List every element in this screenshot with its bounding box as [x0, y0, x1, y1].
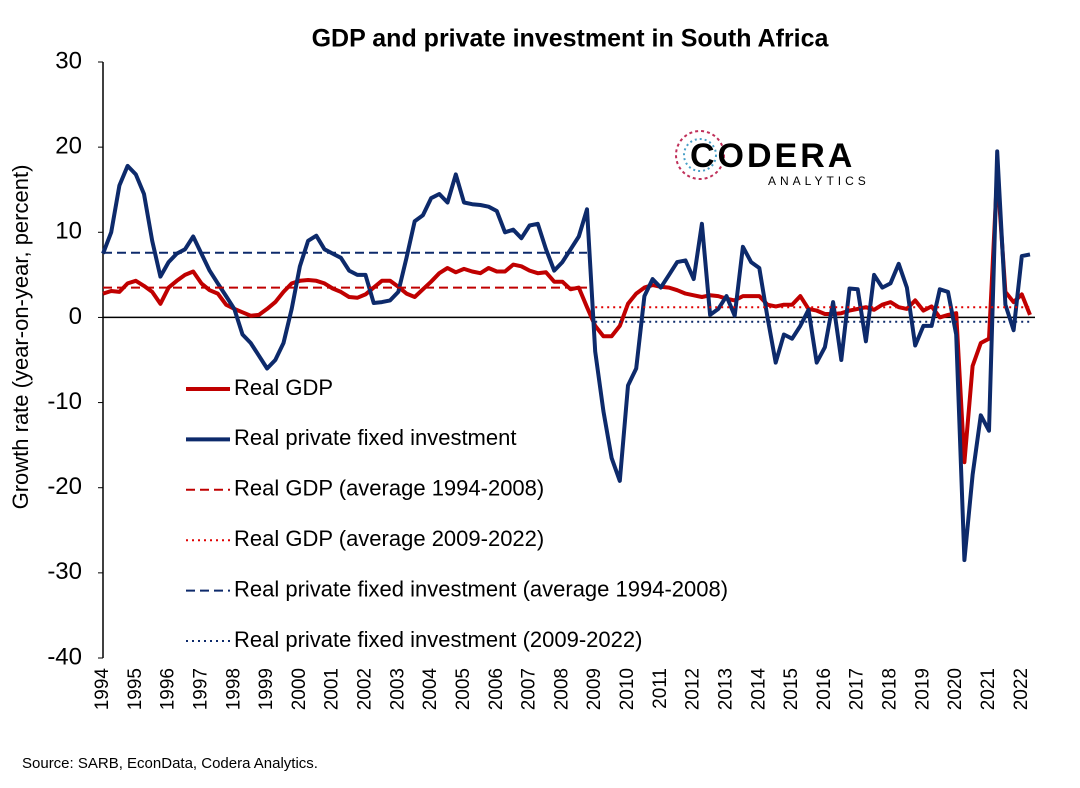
y-tick-label: 20: [55, 132, 82, 159]
x-tick-label: 2011: [650, 668, 671, 709]
series-line: [101, 149, 1031, 563]
logo: CODERA ANALYTICS: [675, 130, 870, 188]
legend-label: Real private fixed investment (average 1…: [234, 576, 728, 601]
source-note: Source: SARB, EconData, Codera Analytics…: [22, 755, 318, 772]
legend-label: Real private fixed investment: [234, 425, 516, 450]
logo-tagline: ANALYTICS: [768, 174, 870, 188]
x-tick-label: 2017: [847, 668, 868, 710]
x-tick-label: 1997: [190, 668, 211, 710]
logo-mark: [683, 138, 717, 172]
x-tick-label: 2021: [978, 668, 999, 710]
x-tick-label: 2022: [1011, 668, 1032, 710]
y-tick-label: -20: [47, 473, 82, 500]
x-tick-label: 2015: [781, 668, 802, 710]
x-tick-label: 2019: [912, 668, 933, 710]
x-tick-label: 2008: [551, 668, 572, 710]
x-tick-label: 2005: [453, 668, 474, 710]
x-tick-label: 2000: [289, 668, 310, 710]
x-tick-label: 2003: [387, 668, 408, 710]
series-line: [102, 170, 1032, 465]
y-tick-label: -10: [47, 388, 82, 415]
x-tick-label: 2001: [322, 668, 343, 710]
y-tick-label: 30: [55, 47, 82, 74]
y-tick-label: 10: [55, 218, 82, 245]
legend: Real GDP Real private fixed investment Rea…: [186, 375, 728, 652]
x-tick-label: 1998: [223, 668, 244, 710]
x-tick-label: 2016: [814, 668, 835, 710]
x-tick-label: 1995: [125, 668, 146, 710]
x-tick-label: 2014: [748, 668, 769, 711]
x-tick-label: 1994: [92, 668, 113, 711]
x-tick-label: 2009: [584, 668, 605, 710]
logo-mark: [675, 130, 725, 180]
legend-label: Real GDP (average 1994-2008): [234, 476, 544, 501]
x-tick-label: 2002: [355, 668, 376, 710]
legend-label: Real GDP (average 2009-2022): [234, 526, 544, 551]
x-tick-label: 1999: [256, 668, 277, 710]
x-tick-label: 2004: [420, 668, 441, 711]
x-tick-label: 2010: [617, 668, 638, 710]
chart-title: GDP and private investment in South Afri…: [312, 25, 830, 53]
x-tick-label: 2013: [715, 668, 736, 710]
legend-label: Real private fixed investment (2009-2022…: [234, 627, 642, 652]
x-tick-label: 2020: [945, 668, 966, 710]
y-tick-label: 0: [69, 303, 82, 330]
x-tick-label: 2012: [683, 668, 704, 710]
x-tick-label: 2018: [880, 668, 901, 710]
x-tick-label: 1996: [158, 668, 179, 710]
y-axis-label: Growth rate (year-on-year, percent): [8, 165, 33, 510]
x-tick-label: 2007: [519, 668, 540, 710]
logo-name: CODERA: [690, 137, 855, 175]
y-tick-label: -30: [47, 558, 82, 585]
legend-label: Real GDP: [234, 375, 333, 400]
y-tick-label: -40: [47, 643, 82, 670]
x-tick-label: 2006: [486, 668, 507, 710]
